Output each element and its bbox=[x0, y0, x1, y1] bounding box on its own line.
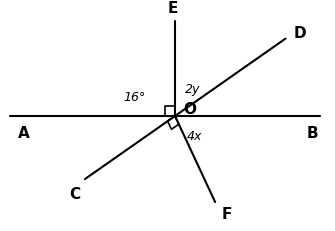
Text: 4x: 4x bbox=[187, 130, 202, 143]
Text: E: E bbox=[168, 1, 178, 16]
Text: C: C bbox=[69, 187, 80, 202]
Text: 2y: 2y bbox=[185, 83, 200, 96]
Text: A: A bbox=[18, 126, 30, 141]
Text: 16°: 16° bbox=[124, 91, 146, 104]
Text: B: B bbox=[307, 126, 318, 141]
Text: O: O bbox=[183, 101, 196, 116]
Text: D: D bbox=[293, 26, 306, 41]
Text: F: F bbox=[221, 207, 231, 222]
